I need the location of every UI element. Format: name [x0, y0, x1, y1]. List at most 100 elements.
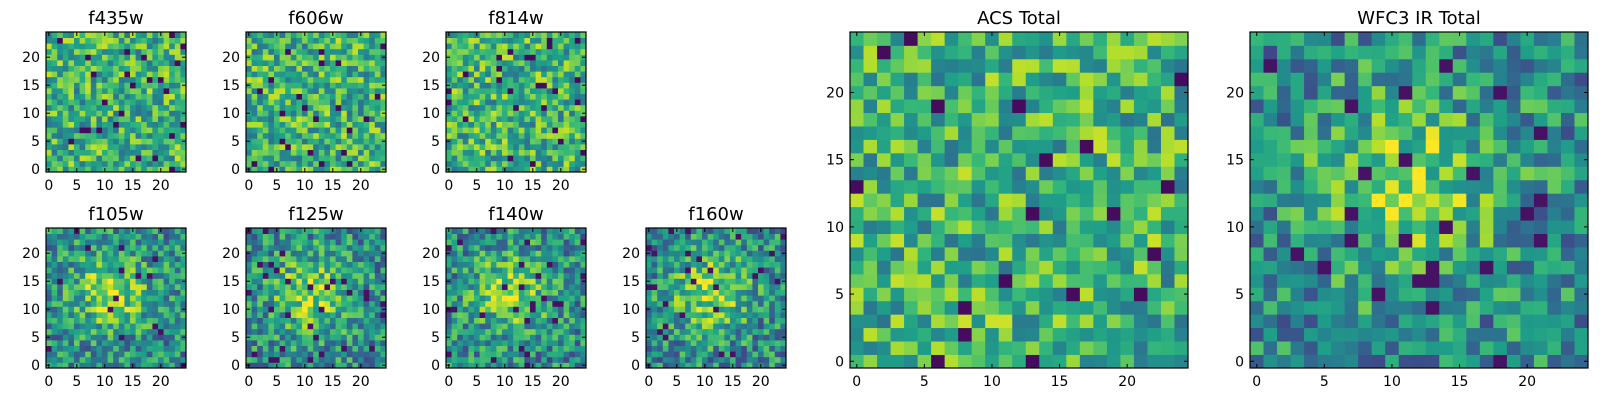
heatmap-cell [174, 256, 181, 262]
heatmap-cell [374, 284, 381, 290]
heatmap-cell [679, 278, 686, 285]
heatmap-cell [90, 312, 97, 318]
heatmap-cell [507, 323, 514, 330]
heatmap-cell [1174, 300, 1189, 315]
heatmap-cell [290, 362, 297, 369]
heatmap-cell [85, 104, 92, 111]
heatmap-cell [96, 244, 103, 251]
heatmap-cell [46, 93, 52, 100]
heatmap-cell [746, 284, 753, 290]
heatmap-cell [574, 244, 581, 251]
heatmap-cell [574, 138, 581, 145]
heatmap-cell [774, 323, 781, 330]
heatmap-cell [374, 295, 381, 302]
heatmap-cell [146, 239, 153, 246]
heatmap-cell [51, 300, 58, 307]
heatmap-cell [513, 82, 520, 89]
heatmap-cell [296, 345, 303, 352]
heatmap-cell [741, 295, 748, 302]
heatmap-cell [741, 328, 748, 335]
heatmap-cell [313, 233, 320, 240]
heatmap-cell [1039, 247, 1054, 261]
heatmap-cell [507, 256, 514, 262]
heatmap-cell [51, 127, 58, 134]
heatmap-cell [246, 244, 252, 251]
heatmap-cell [552, 43, 559, 50]
heatmap-cell [451, 362, 458, 369]
heatmap-cell [917, 179, 932, 194]
heatmap-cell [546, 166, 553, 173]
heatmap-cell [758, 340, 764, 346]
heatmap-cell [457, 256, 464, 262]
heatmap-cell [507, 345, 514, 352]
heatmap-cell [358, 60, 364, 66]
heatmap-cell [558, 244, 564, 251]
heatmap-cell [358, 127, 364, 134]
heatmap-cell [563, 76, 570, 83]
heatmap-cell [152, 233, 159, 240]
heatmap-cell [268, 116, 275, 122]
heatmap-cell [307, 345, 314, 352]
heatmap-cell [363, 233, 370, 240]
heatmap-cell [85, 32, 92, 38]
heatmap-cell [563, 261, 570, 268]
heatmap-cell [496, 160, 503, 167]
heatmap-cell [246, 295, 252, 302]
heatmap-cell [74, 233, 80, 240]
heatmap-cell [296, 121, 303, 128]
heatmap-cell [507, 278, 514, 285]
heatmap-cell [96, 228, 103, 234]
heatmap-cell [457, 37, 464, 44]
heatmap-cell [174, 104, 181, 111]
heatmap-cell [341, 256, 348, 262]
heatmap-cell [130, 328, 136, 335]
heatmap-cell [124, 340, 131, 346]
heatmap-cell [769, 362, 776, 369]
heatmap-cell [51, 166, 58, 173]
heatmap-cell [146, 60, 153, 66]
heatmap-cell [135, 144, 142, 150]
heatmap-cell [268, 284, 275, 290]
heatmap-cell [741, 267, 748, 274]
heatmap-cell [552, 362, 559, 369]
heatmap-cell [546, 284, 553, 290]
heatmap-cell [502, 82, 508, 89]
heatmap-cell [113, 233, 120, 240]
heatmap-cell [558, 289, 564, 296]
heatmap-cell [330, 250, 336, 257]
heatmap-cell [524, 37, 531, 44]
heatmap-cell [90, 334, 97, 341]
heatmap-cell [451, 48, 458, 55]
heatmap-cell [468, 71, 475, 78]
heatmap-cell [346, 272, 353, 279]
heatmap-cell [158, 233, 164, 240]
heatmap-cell [877, 260, 891, 275]
heatmap-cell [279, 88, 286, 94]
heatmap-cell [502, 312, 508, 318]
heatmap-cell [646, 323, 652, 330]
heatmap-cell [530, 144, 536, 150]
heatmap-cell [558, 88, 564, 94]
heatmap-cell [462, 82, 469, 89]
heatmap-cell [457, 43, 464, 50]
heatmap-cell [279, 261, 286, 268]
heatmap-cell [74, 340, 80, 346]
heatmap-cell [285, 54, 292, 61]
heatmap-cell [1039, 206, 1054, 221]
heatmap-cell [279, 144, 286, 150]
heatmap-cell [474, 244, 480, 251]
heatmap-cell [752, 300, 759, 307]
heatmap-cell [563, 65, 570, 72]
heatmap-cell [507, 60, 514, 66]
heatmap-cell [158, 104, 164, 111]
heatmap-cell [985, 233, 1000, 248]
heatmap-cell [1093, 193, 1108, 208]
heatmap-cell [369, 267, 376, 274]
heatmap-cell [451, 228, 458, 234]
heatmap-cell [690, 233, 697, 240]
heatmap-cell [485, 351, 492, 358]
heatmap-cell [46, 323, 52, 330]
heatmap-cell [257, 261, 264, 268]
heatmap-cell [51, 328, 58, 335]
heatmap-cell [763, 267, 770, 274]
